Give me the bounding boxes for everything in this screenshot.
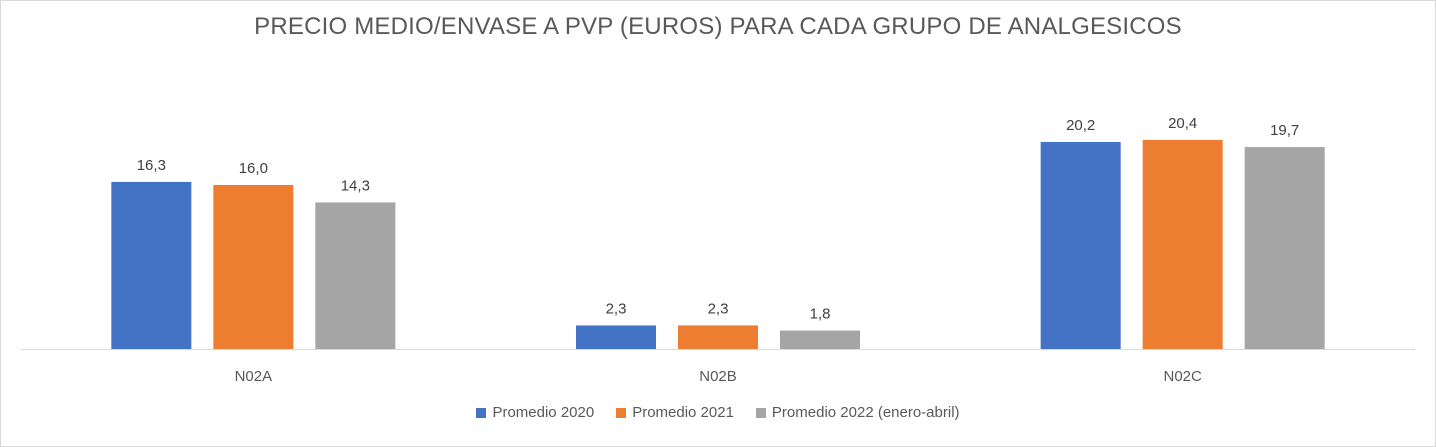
value-label-n02b-series-1: 2,3 — [606, 300, 627, 317]
category-label-n02a: N02A — [235, 368, 273, 385]
value-label-n02c-series-3: 19,7 — [1270, 122, 1299, 139]
legend-swatch — [476, 407, 487, 418]
legend-label: Promedio 2020 — [492, 404, 595, 421]
value-label-n02b-series-3: 1,8 — [810, 306, 831, 323]
bar-n02b-series-1 — [576, 325, 656, 349]
category-labels-group: N02A N02B N02C — [235, 368, 1202, 385]
value-label-n02c-series-2: 20,4 — [1168, 115, 1197, 132]
bars-group — [111, 139, 1325, 349]
bar-n02c-series-2 — [1142, 139, 1223, 349]
value-label-n02c-series-1: 20,2 — [1066, 117, 1095, 134]
legend-swatch — [755, 407, 766, 418]
legend: Promedio 2020 Promedio 2021 Promedio 2022 … — [1, 404, 1435, 421]
bar-n02b-series-3 — [780, 330, 860, 349]
legend-item-series-3: Promedio 2022 (enero-abril) — [755, 404, 960, 421]
value-label-n02a-series-2: 16,0 — [239, 160, 268, 177]
chart-title: PRECIO MEDIO/ENVASE A PVP (EUROS) PARA C… — [254, 13, 1182, 40]
category-label-n02b: N02B — [699, 368, 737, 385]
bar-n02a-series-3 — [315, 202, 396, 349]
value-labels-group: 16,3 16,0 14,3 2,3 2,3 1,8 20,2 20,4 19,7 — [137, 115, 1300, 323]
legend-label: Promedio 2021 — [632, 404, 734, 421]
bar-n02c-series-3 — [1244, 147, 1325, 349]
legend-swatch — [616, 407, 627, 418]
value-label-n02a-series-3: 14,3 — [341, 177, 370, 194]
bar-n02b-series-2 — [678, 325, 758, 349]
category-label-n02c: N02C — [1163, 368, 1202, 385]
legend-label: Promedio 2022 (enero-abril) — [771, 404, 960, 421]
bar-n02c-series-1 — [1040, 141, 1121, 349]
value-label-n02b-series-2: 2,3 — [708, 300, 729, 317]
bar-n02a-series-2 — [213, 185, 294, 349]
bar-n02a-series-1 — [111, 181, 192, 349]
legend-item-series-1: Promedio 2020 — [476, 404, 594, 421]
legend-item-series-2: Promedio 2021 — [616, 404, 734, 421]
value-label-n02a-series-1: 16,3 — [137, 157, 166, 174]
